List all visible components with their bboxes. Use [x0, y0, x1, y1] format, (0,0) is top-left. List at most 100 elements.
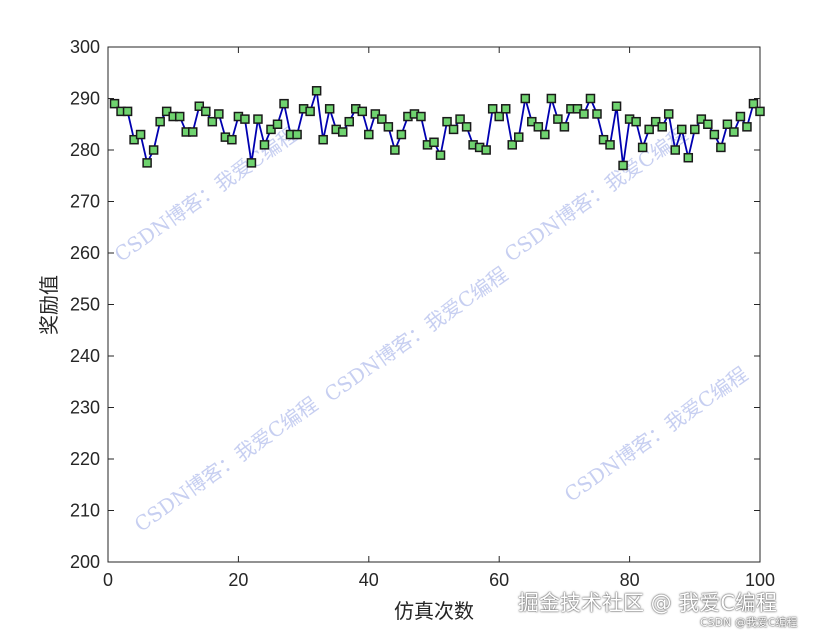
watermark-layer: CSDN博客：我爱C编程 CSDN博客：我爱C编程CSDN博客：我爱C编程CSDN… — [110, 122, 752, 537]
data-point — [481, 145, 491, 155]
y-tick-label: 270 — [70, 192, 100, 212]
diagonal-watermark: CSDN博客：我爱C编程 — [500, 122, 692, 267]
data-point — [305, 106, 315, 117]
y-tick-label: 220 — [70, 449, 100, 469]
data-point — [240, 114, 250, 124]
data-point — [755, 106, 765, 117]
corner-watermark: 掘金技术社区 @ 我爱C编程 — [518, 591, 778, 615]
data-point — [344, 116, 354, 127]
data-point — [201, 106, 211, 117]
x-tick-label: 0 — [103, 570, 113, 590]
diagonal-watermark: CSDN博客：我爱C编程 — [560, 362, 752, 507]
data-point — [416, 111, 426, 122]
data-point — [637, 142, 648, 153]
data-point — [364, 129, 374, 140]
data-point — [703, 119, 713, 129]
data-point — [272, 119, 283, 129]
data-point — [227, 134, 237, 145]
data-point — [677, 124, 687, 135]
axes: 0 20 40 60 80 100 200 210 220 230 240 250 260 270 280 2… — [70, 37, 775, 590]
data-point — [494, 111, 504, 122]
data-point — [292, 129, 302, 140]
y-tick-label: 230 — [70, 398, 100, 418]
data-point — [148, 145, 159, 155]
data-point — [520, 93, 531, 104]
data-point — [253, 114, 263, 124]
x-tick-label: 20 — [228, 570, 248, 590]
data-point — [214, 109, 224, 119]
data-point — [546, 93, 557, 104]
data-point — [722, 119, 733, 129]
corner-watermark-sub: CSDN @我爱C编程 — [700, 616, 798, 629]
y-tick-label: 240 — [70, 346, 100, 366]
data-point — [383, 122, 394, 132]
x-tick-label: 40 — [359, 570, 379, 590]
data-point — [572, 104, 583, 114]
data-point — [690, 124, 700, 135]
y-tick-label: 210 — [70, 501, 100, 521]
data-point — [605, 140, 615, 150]
data-point — [742, 122, 752, 132]
data-point — [507, 140, 517, 150]
data-point — [696, 114, 707, 124]
data-point — [246, 158, 257, 168]
data-point — [611, 101, 622, 111]
data-point — [670, 145, 680, 155]
data-point — [259, 140, 270, 150]
data-point — [748, 98, 759, 109]
data-point — [370, 109, 381, 119]
data-point — [585, 93, 596, 104]
data-point — [390, 145, 400, 155]
data-point — [429, 137, 439, 148]
data-point — [142, 158, 152, 168]
data-point — [618, 160, 628, 171]
data-point — [461, 122, 472, 132]
data-point — [318, 134, 328, 145]
data-point — [709, 129, 720, 140]
data-point — [514, 132, 524, 142]
diagonal-watermark: CSDN博客：我爱C编程 — [130, 392, 322, 537]
data-point — [357, 106, 368, 117]
data-point — [650, 116, 661, 127]
data-point — [188, 127, 198, 137]
diagonal-watermark: CSDN博客：我爱C编程 — [320, 262, 512, 407]
x-tick-label: 80 — [620, 570, 640, 590]
data-point — [279, 98, 289, 109]
data-point — [559, 122, 570, 132]
data-point — [598, 134, 609, 145]
x-tick-label: 60 — [489, 570, 509, 590]
data-point — [311, 86, 322, 96]
data-point — [396, 129, 407, 140]
data-point — [716, 142, 726, 153]
data-point — [194, 101, 205, 111]
y-tick-label: 260 — [70, 243, 100, 263]
data-point — [579, 109, 589, 119]
y-tick-label: 200 — [70, 552, 100, 572]
data-point — [377, 114, 387, 124]
data-point — [500, 104, 511, 114]
data-point — [448, 124, 459, 135]
data-point — [155, 116, 165, 127]
data-point — [540, 129, 550, 140]
x-axis-label: 仿真次数 — [394, 599, 474, 623]
data-point — [109, 98, 120, 109]
data-point — [663, 109, 674, 119]
data-point — [644, 124, 654, 135]
y-axis-label: 奖励值 — [37, 275, 61, 335]
y-tick-label: 300 — [70, 37, 100, 57]
data-point — [553, 114, 563, 124]
data-point — [729, 127, 739, 137]
data-point — [455, 114, 465, 124]
data-point — [337, 127, 348, 137]
data-point — [683, 152, 694, 163]
data-point — [161, 106, 172, 117]
data-point — [129, 134, 139, 145]
data-point — [135, 129, 146, 140]
y-tick-label: 280 — [70, 140, 100, 160]
data-point — [592, 109, 602, 119]
data-point — [657, 122, 667, 132]
data-point — [266, 124, 276, 135]
data-point — [533, 122, 544, 132]
data-point — [122, 106, 133, 117]
